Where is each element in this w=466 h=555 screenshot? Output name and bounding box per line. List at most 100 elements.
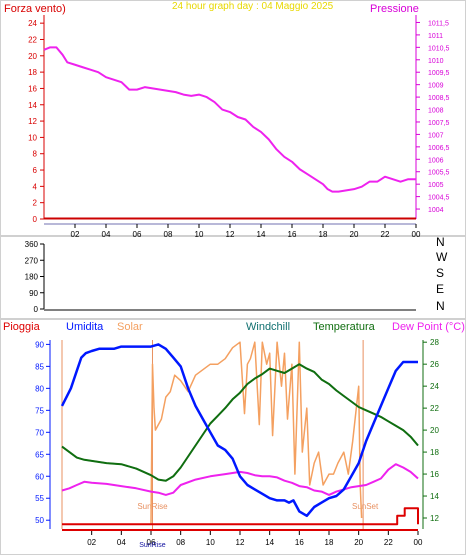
bottom-axes: 50 55 60 65 70 75 80 85 90 12 14 16 18 20 22 24 26 28 02 04… (35, 338, 439, 549)
time-tick-label-16: 16 (295, 538, 304, 547)
pressure-tick-label-1011-5: 1011,5 (428, 20, 449, 27)
top-axes: 02468101214161820222410041004,510051005,… (28, 15, 450, 239)
pressure-tick-label-1011: 1011 (428, 33, 443, 40)
sunrise-axis-label: SunRise (139, 542, 166, 549)
temperature-tick-label-18: 18 (430, 448, 439, 457)
time-tick-label-02: 02 (87, 538, 96, 547)
temperature-tick-label-22: 22 (430, 404, 439, 413)
wind-tick-label-0: 0 (33, 215, 38, 224)
wind-tick-label-22: 22 (28, 35, 37, 44)
time-tick-label-12: 12 (236, 538, 245, 547)
humidity-tick-label-75: 75 (35, 406, 44, 415)
time-tick-label-08: 08 (164, 230, 173, 239)
legend-temperatura: Temperatura (313, 321, 376, 333)
time-tick-label-14: 14 (257, 230, 266, 239)
temperature-tick-label-26: 26 (430, 360, 439, 369)
direction-tick-label-0: 0 (34, 305, 39, 314)
legend-windchill: Windchill (246, 321, 290, 333)
wind-tick-label-16: 16 (28, 84, 37, 93)
time-tick-label-18: 18 (319, 230, 328, 239)
time-tick-label-00: 00 (412, 230, 421, 239)
middle-panel-border (0, 236, 466, 319)
top-series (43, 46, 416, 220)
temperature-tick-label-16: 16 (430, 470, 439, 479)
direction-tick-label-270: 270 (25, 256, 39, 265)
pressure-tick-label-1009-5: 1009,5 (428, 70, 450, 77)
time-tick-label-18: 18 (325, 538, 334, 547)
time-tick-label-02: 02 (71, 230, 80, 239)
pressure-tick-label-1009: 1009 (428, 83, 444, 90)
wind-tick-label-12: 12 (28, 117, 37, 126)
direction-tick-label-180: 180 (25, 273, 39, 282)
pressure-tick-label-1010-5: 1010,5 (428, 45, 450, 52)
solar-line (150, 341, 363, 524)
time-tick-label-04: 04 (117, 538, 126, 547)
wind-tick-label-4: 4 (33, 182, 38, 191)
time-tick-label-20: 20 (354, 538, 363, 547)
direction-label-e: E (436, 282, 444, 296)
pressure-tick-label-1005-5: 1005,5 (428, 170, 450, 177)
sunrise-label: SunRise (137, 502, 168, 511)
pressure-tick-label-1006-5: 1006,5 (428, 145, 450, 152)
pressure-tick-label-1005: 1005 (428, 182, 444, 189)
pressure-line (43, 46, 416, 193)
pressure-tick-label-1010: 1010 (428, 58, 444, 65)
direction-label-n: N (436, 235, 445, 249)
bottom-series (60, 341, 419, 526)
time-tick-label-22: 22 (381, 230, 390, 239)
legend-pioggia: Pioggia (3, 321, 41, 333)
pioggia-line (62, 507, 419, 526)
direction-label-n: N (436, 299, 445, 313)
legend-umidita: Umidita (66, 321, 104, 333)
time-tick-label-16: 16 (288, 230, 297, 239)
time-tick-label-22: 22 (384, 538, 393, 547)
wind-tick-label-2: 2 (33, 199, 38, 208)
humidity-tick-label-50: 50 (35, 516, 44, 525)
time-tick-label-12: 12 (226, 230, 235, 239)
humidity-tick-label-60: 60 (35, 472, 44, 481)
temperatura-line (61, 363, 419, 482)
humidity-tick-label-65: 65 (35, 450, 44, 459)
time-tick-label-10: 10 (195, 230, 204, 239)
time-tick-label-06: 06 (147, 538, 156, 547)
chart-title: 24 hour graph day : 04 Maggio 2025 (172, 1, 334, 12)
pressure-axis-label: Pressione (370, 3, 419, 15)
time-tick-label-10: 10 (206, 538, 215, 547)
temperature-tick-label-28: 28 (430, 338, 439, 347)
legend-dew-point: Dew Point (°C) (392, 321, 465, 333)
humidity-tick-label-70: 70 (35, 428, 44, 437)
humidity-tick-label-85: 85 (35, 362, 44, 371)
direction-label-w: W (436, 250, 448, 264)
bottom-panel-border (0, 319, 466, 555)
wind-tick-label-14: 14 (28, 101, 37, 110)
humidity-tick-label-80: 80 (35, 384, 44, 393)
wind-tick-label-24: 24 (28, 19, 37, 28)
temperature-tick-label-24: 24 (430, 382, 439, 391)
sunset-label: SunSet (352, 502, 379, 511)
direction-tick-label-360: 360 (25, 240, 39, 249)
pressure-tick-label-1004-5: 1004,5 (428, 195, 450, 202)
dew-point-c-line (61, 463, 419, 496)
pressure-tick-label-1007: 1007 (428, 132, 444, 139)
time-tick-label-06: 06 (133, 230, 142, 239)
wind-tick-label-6: 6 (33, 166, 38, 175)
wind-tick-label-10: 10 (28, 133, 37, 142)
wind-axis-label: Forza vento) (4, 3, 66, 15)
time-tick-label-20: 20 (350, 230, 359, 239)
temperature-tick-label-12: 12 (430, 514, 439, 523)
temperature-tick-label-20: 20 (430, 426, 439, 435)
wind-tick-label-18: 18 (28, 68, 37, 77)
time-tick-label-14: 14 (265, 538, 274, 547)
humidity-tick-label-55: 55 (35, 494, 44, 503)
top-panel-border (0, 0, 466, 236)
pressure-tick-label-1006: 1006 (428, 157, 444, 164)
legend-solar: Solar (117, 321, 143, 333)
temperature-tick-label-14: 14 (430, 492, 439, 501)
pressure-tick-label-1004: 1004 (428, 207, 444, 214)
wind-tick-label-20: 20 (28, 52, 37, 61)
humidity-tick-label-90: 90 (35, 340, 44, 349)
wind-tick-label-8: 8 (33, 150, 38, 159)
